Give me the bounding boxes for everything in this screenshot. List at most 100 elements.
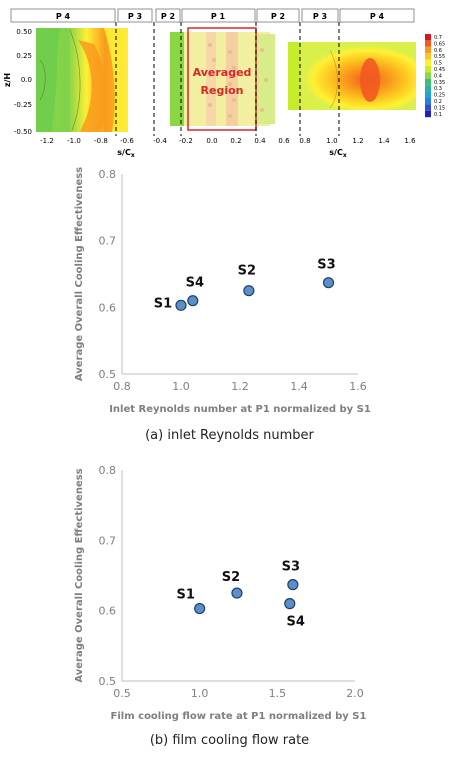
colorbar-swatch xyxy=(425,85,431,92)
segment-label: P 3 xyxy=(128,12,142,21)
x-tick-label: 1.0 xyxy=(172,380,190,393)
right-x-tick: -0.4 xyxy=(153,137,167,145)
contour-panel: P 4 P 3 P 2 P 1 P 2 P 3 P 4 z/H 0.50 0.2… xyxy=(3,8,445,159)
colorbar-swatch xyxy=(425,72,431,79)
y-tick-label: 0.7 xyxy=(99,534,117,547)
x-tick-label: 1.2 xyxy=(231,380,249,393)
right-x-tick: 0.2 xyxy=(230,137,241,145)
colorbar-swatch xyxy=(425,78,431,86)
colorbar-swatch xyxy=(425,46,431,54)
colorbar-label: 0.15 xyxy=(434,105,445,111)
colorbar-label: 0.65 xyxy=(434,41,445,47)
scatter-point-s4 xyxy=(187,295,199,307)
averaged-region-label: Averaged xyxy=(193,66,252,79)
right-x-ticks: -0.4 -0.2 0.0 0.2 0.4 0.6 0.8 1.0 1.2 1.… xyxy=(153,137,416,145)
point-label: S1 xyxy=(154,296,172,311)
colorbar-swatch xyxy=(425,59,431,66)
point-label: S4 xyxy=(287,615,305,630)
point-label: S2 xyxy=(238,264,256,279)
segment-label: P 2 xyxy=(271,12,285,21)
scatter-point-s2 xyxy=(243,285,255,297)
colorbar-label: 0.5 xyxy=(434,61,442,67)
y-tick-label: 0.8 xyxy=(99,168,117,181)
left-x-tick: -1.0 xyxy=(67,137,81,145)
left-x-tick: -0.6 xyxy=(120,137,134,145)
contour-right xyxy=(288,42,416,110)
right-x-tick: 0.6 xyxy=(278,137,290,145)
colorbar-swatch xyxy=(425,66,431,73)
contour-y-tick: -0.25 xyxy=(14,101,32,109)
y-tick-label: 0.6 xyxy=(99,301,117,314)
y-tick-label: 0.6 xyxy=(99,605,117,618)
colorbar-swatch xyxy=(425,53,431,60)
colorbar-swatch xyxy=(425,40,431,47)
colorbar-label: 0.35 xyxy=(434,80,445,86)
colorbar-label: 0.1 xyxy=(434,112,442,118)
y-axis-label: Average Overall Cooling Effectiveness xyxy=(74,468,85,682)
y-tick-label: 0.8 xyxy=(99,464,117,477)
x-tick-label: 1.6 xyxy=(349,380,367,393)
y-tick-label: 0.5 xyxy=(99,675,117,688)
colorbar-label: 0.25 xyxy=(434,93,445,99)
x-tick-label: 0.8 xyxy=(113,380,131,393)
point-label: S1 xyxy=(176,588,194,603)
x-axis-label: Inlet Reynolds number at P1 normalized b… xyxy=(109,404,371,415)
x-axis-label: Film cooling flow rate at P1 normalized … xyxy=(111,711,367,722)
colorbar-swatch xyxy=(425,98,431,105)
colorbar-label: 0.7 xyxy=(434,35,442,41)
scatter-point-s3 xyxy=(287,579,299,591)
contour-left xyxy=(36,28,128,132)
left-xlabel: s/Cx xyxy=(117,148,135,159)
scatter-chart-a: 0.5 0.6 0.7 0.8 0.8 1.0 1.2 1.4 1.6 Inlet Reynold… xyxy=(74,167,371,415)
colorbar-label: 0.45 xyxy=(434,67,445,73)
x-tick-label: 1.0 xyxy=(191,687,209,700)
right-x-tick: 0.8 xyxy=(299,137,310,145)
scatter-point-s4 xyxy=(284,598,296,610)
right-x-tick: 1.2 xyxy=(352,137,363,145)
contour-y-tick: 0.50 xyxy=(16,28,32,36)
right-x-tick: 1.0 xyxy=(326,137,337,145)
right-x-tick: 1.6 xyxy=(404,137,416,145)
segment-label: P 4 xyxy=(56,12,71,21)
contour-y-tick: -0.50 xyxy=(14,128,32,136)
scatter-point-s2 xyxy=(231,587,243,599)
right-x-tick: 1.4 xyxy=(378,137,390,145)
point-label: S3 xyxy=(282,560,300,575)
colorbar-label: 0.4 xyxy=(434,73,442,79)
y-tick-label: 0.5 xyxy=(99,368,117,381)
left-x-ticks: -1.2 -1.0 -0.8 -0.6 xyxy=(40,137,134,145)
segment-boundaries xyxy=(115,22,340,136)
right-x-tick: -0.2 xyxy=(179,137,193,145)
contour-y-tick: 0.0 xyxy=(21,76,32,84)
x-tick-label: 1.4 xyxy=(290,380,308,393)
colorbar: 0.70.650.60.550.50.450.40.350.30.250.20.… xyxy=(425,34,445,118)
right-x-tick: 0.0 xyxy=(206,137,217,145)
scatter-chart-b: 0.5 0.6 0.7 0.8 0.5 1.0 1.5 2.0 Film cooling flo… xyxy=(74,464,367,722)
contour-y-ticks: 0.50 0.25 0.0 -0.25 -0.50 xyxy=(14,28,32,136)
scatter-point-s3 xyxy=(322,277,335,289)
segment-headers: P 4 P 3 P 2 P 1 P 2 P 3 P 4 xyxy=(10,8,415,23)
contour-middle xyxy=(170,32,275,126)
contour-ylabel: z/H xyxy=(3,73,12,87)
left-x-tick: -0.8 xyxy=(94,137,108,145)
point-label: S2 xyxy=(222,570,240,585)
colorbar-swatch xyxy=(425,104,431,111)
colorbar-swatch xyxy=(425,34,431,41)
colorbar-label: 0.2 xyxy=(434,99,442,105)
colorbar-swatch xyxy=(425,110,431,118)
right-x-tick: 0.4 xyxy=(254,137,266,145)
right-xlabel: s/Cx xyxy=(329,148,347,159)
x-tick-label: 2.0 xyxy=(346,687,364,700)
x-tick-label: 0.5 xyxy=(113,687,131,700)
caption-b: (b) film cooling flow rate xyxy=(149,733,310,748)
y-axis-label: Average Overall Cooling Effectiveness xyxy=(74,167,85,381)
colorbar-label: 0.6 xyxy=(434,48,442,54)
colorbar-label: 0.55 xyxy=(434,54,445,60)
y-tick-label: 0.7 xyxy=(99,235,117,248)
segment-label: P 3 xyxy=(313,12,327,21)
colorbar-label: 0.3 xyxy=(434,86,442,92)
left-x-tick: -1.2 xyxy=(40,137,54,145)
averaged-region-label: Region xyxy=(201,84,244,97)
contour-y-tick: 0.25 xyxy=(16,52,32,60)
scatter-point-s1 xyxy=(175,299,187,311)
